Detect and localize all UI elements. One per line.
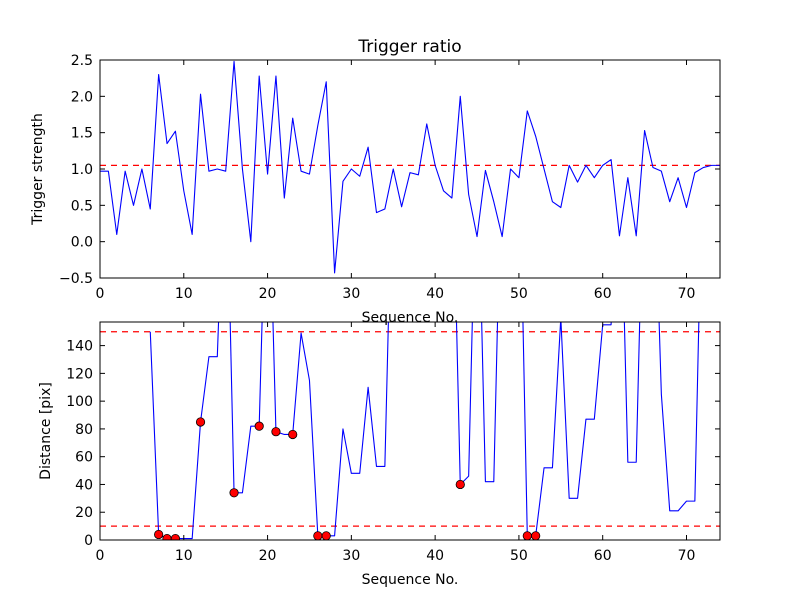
- distance-axes-frame: [99, 321, 721, 541]
- y-tick-label: 40: [75, 477, 93, 493]
- distance-marker: [254, 421, 264, 431]
- trigger-ticks: 0 10 20 30 40 50 60 70 −0.5 0.0 0.5 1.0 1.5 2.0 2.5: [59, 53, 720, 302]
- x-tick-label: 70: [678, 548, 696, 564]
- distance-marker: [531, 531, 541, 540]
- x-tick-label: 50: [510, 548, 528, 564]
- trigger-y-axis-label: Trigger strength: [30, 113, 46, 226]
- y-tick-label: 2.5: [71, 53, 93, 69]
- distance-marker: [229, 488, 239, 498]
- x-tick-label: 60: [594, 548, 612, 564]
- y-tick-label: 0: [84, 533, 93, 549]
- trigger-x-axis-label: Sequence No.: [362, 310, 459, 326]
- x-tick-label: 70: [678, 286, 696, 302]
- y-tick-label: 100: [66, 394, 93, 410]
- y-tick-label: 60: [75, 450, 93, 466]
- distance-plot-area: [100, 322, 720, 540]
- y-tick-label: 0.0: [71, 235, 93, 251]
- x-tick-label: 50: [510, 286, 528, 302]
- distance-ticks: 0 10 20 30 40 50 60 70 0 20 40 60 80 100 120 140: [66, 322, 720, 564]
- distance-marker: [522, 531, 532, 540]
- trigger-series-line-0: [100, 60, 720, 274]
- y-tick-label: 20: [75, 505, 93, 521]
- x-tick-label: 0: [96, 548, 105, 564]
- y-tick-label: 1.0: [71, 162, 93, 178]
- x-tick-label: 40: [426, 548, 444, 564]
- x-tick-label: 60: [594, 286, 612, 302]
- distance-y-axis-label: Distance [pix]: [38, 382, 54, 480]
- y-tick-label: 0.5: [71, 198, 93, 214]
- distance-marker: [313, 531, 323, 540]
- distance-axes: 0 10 20 30 40 50 60 70 0 20 40 60 80 100 120 140 Sequen…: [38, 321, 721, 588]
- y-tick-label: 2.0: [71, 89, 93, 105]
- distance-marker: [271, 427, 281, 437]
- x-tick-label: 30: [342, 286, 360, 302]
- distance-marker: [154, 529, 164, 540]
- distance-x-axis-label: Sequence No.: [362, 572, 459, 588]
- distance-marker: [321, 531, 331, 540]
- y-tick-label: −0.5: [59, 271, 93, 287]
- x-tick-label: 20: [259, 286, 277, 302]
- y-tick-label: 80: [75, 422, 93, 438]
- x-tick-label: 40: [426, 286, 444, 302]
- y-tick-label: 140: [66, 339, 93, 355]
- x-tick-label: 0: [96, 286, 105, 302]
- distance-marker: [170, 534, 181, 540]
- y-tick-label: 1.5: [71, 126, 93, 142]
- distance-marker: [455, 479, 465, 490]
- x-tick-label: 10: [175, 548, 193, 564]
- x-tick-label: 20: [259, 548, 277, 564]
- distance-marker: [195, 417, 206, 427]
- x-tick-label: 30: [342, 548, 360, 564]
- trigger-ratio-axes: Trigger ratio 0 10 20 30 40 50 60 70 −0.5 0.0 0.5 1…: [30, 37, 721, 326]
- distance-marker: [288, 429, 298, 440]
- trigger-plot-area: [100, 60, 720, 274]
- distance-series-line-0: [149, 322, 700, 540]
- y-tick-label: 120: [66, 366, 93, 382]
- chart-title: Trigger ratio: [357, 37, 461, 57]
- x-tick-label: 10: [175, 286, 193, 302]
